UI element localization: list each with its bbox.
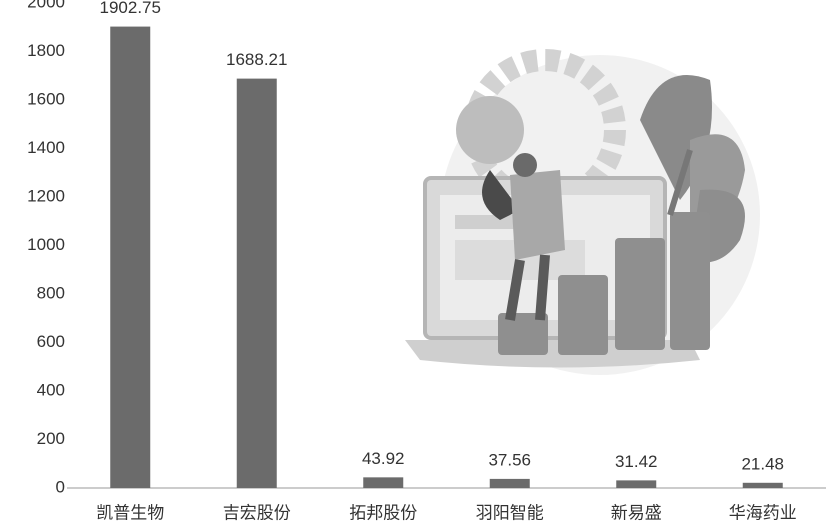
y-tick-label: 1200 [27,186,65,205]
data-label: 31.42 [615,452,658,471]
y-tick-label: 1600 [27,89,65,108]
y-tick-label: 1000 [27,235,65,254]
data-label: 43.92 [362,449,405,468]
y-tick-label: 1400 [27,138,65,157]
y-tick-label: 800 [37,283,65,302]
bar [489,478,530,488]
x-tick-label: 拓邦股份 [349,503,417,522]
data-label: 1688.21 [226,50,287,69]
data-label: 1902.75 [100,0,161,17]
x-tick-label: 华海药业 [729,503,797,522]
y-tick-label: 600 [37,332,65,351]
bar [363,477,404,488]
y-tick-label: 1800 [27,41,65,60]
bar [236,78,277,489]
illustration [405,49,760,375]
y-tick-label: 2000 [27,0,65,11]
bar [742,482,783,488]
y-tick-label: 400 [37,380,65,399]
data-label: 21.48 [741,454,784,473]
data-label: 37.56 [488,450,531,469]
y-tick-label: 200 [37,429,65,448]
x-tick-label: 新易盛 [611,503,662,522]
x-tick-label: 吉宏股份 [223,503,291,522]
x-tick-label: 羽阳智能 [476,503,544,522]
x-tick-label: 凯普生物 [96,503,164,522]
bar [616,480,657,488]
bar [110,26,151,488]
y-tick-label: 0 [56,477,65,496]
